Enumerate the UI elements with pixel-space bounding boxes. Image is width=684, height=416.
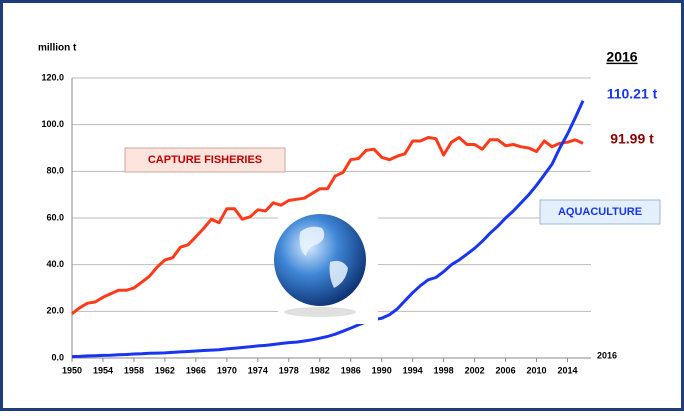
x-tick-label: 2014 <box>557 365 577 375</box>
series-line <box>71 136 584 315</box>
x-tick-label: 1998 <box>434 365 454 375</box>
globe <box>274 214 366 306</box>
x-tick-label: 2010 <box>527 365 547 375</box>
x-tick-label: 1970 <box>217 365 237 375</box>
y-tick-label: 120.0 <box>41 72 64 82</box>
capture-label-box <box>124 147 286 173</box>
aquaculture-label: AQUACULTURE <box>558 206 642 218</box>
x-tick-label: 1986 <box>341 365 361 375</box>
x-tick-label: 1974 <box>248 365 268 375</box>
x-tick-label: 1954 <box>93 365 113 375</box>
x-tick-label: 2002 <box>465 365 485 375</box>
aquaculture-label-box <box>539 199 661 225</box>
x-tick-label: 1958 <box>124 365 144 375</box>
y-tick-label: 0.0 <box>51 352 64 362</box>
capture-value: 91.99 t <box>610 131 654 147</box>
x-tick-label: 1990 <box>372 365 392 375</box>
aquaculture-value: 110.21 t <box>607 86 658 102</box>
x-end-label: 2016 <box>597 350 617 360</box>
y-tick-label: 80.0 <box>46 166 64 176</box>
y-axis-label: million t <box>38 43 77 54</box>
x-tick-label: 1994 <box>403 365 423 375</box>
series-line <box>71 100 585 359</box>
x-tick-label: 1962 <box>155 365 175 375</box>
globe-shadow <box>284 307 356 317</box>
globe-land <box>299 226 348 288</box>
year-annotation: 2016 <box>606 49 637 65</box>
y-tick-label: 100.0 <box>41 119 64 129</box>
x-tick-label: 1982 <box>310 365 330 375</box>
x-tick-label: 1950 <box>62 365 82 375</box>
x-tick-label: 1966 <box>186 365 206 375</box>
y-tick-label: 60.0 <box>46 212 64 222</box>
x-tick-label: 1978 <box>279 365 299 375</box>
y-tick-label: 40.0 <box>46 259 64 269</box>
x-tick-label: 2006 <box>496 365 516 375</box>
capture-label: CAPTURE FISHERIES <box>148 154 262 166</box>
y-tick-label: 20.0 <box>46 306 64 316</box>
